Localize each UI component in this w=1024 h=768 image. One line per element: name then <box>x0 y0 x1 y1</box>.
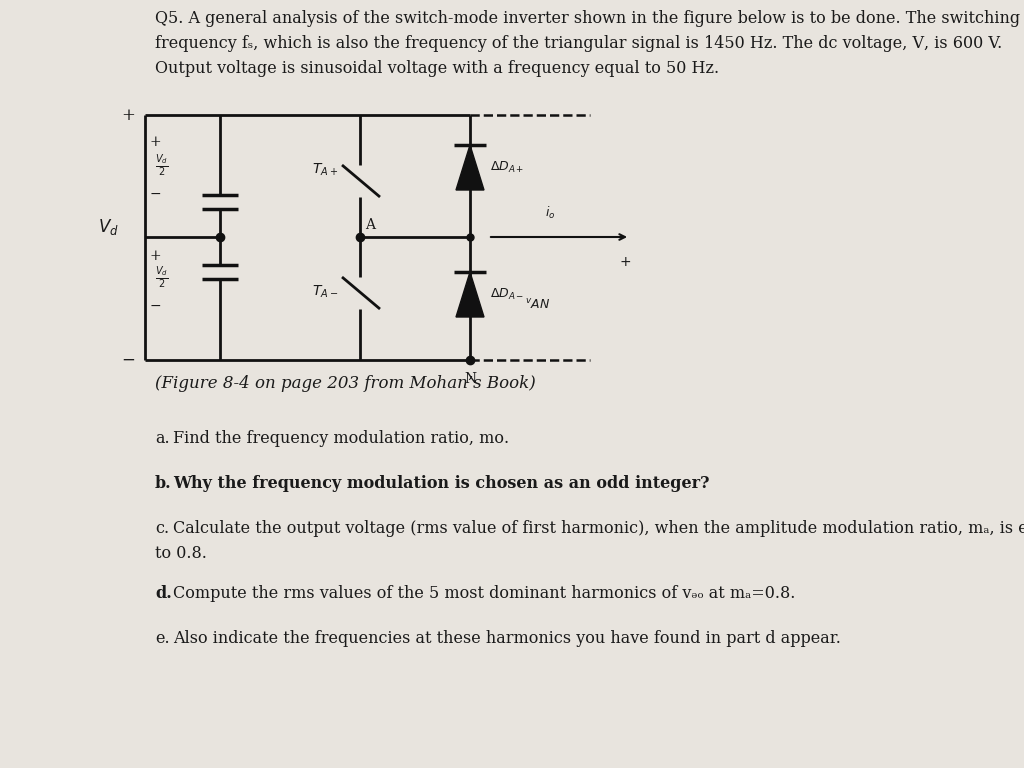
Polygon shape <box>456 272 484 317</box>
Text: Find the frequency modulation ratio, mᴏ.: Find the frequency modulation ratio, mᴏ. <box>173 430 509 447</box>
Text: Compute the rms values of the 5 most dominant harmonics of vₔₒ at mₐ=0.8.: Compute the rms values of the 5 most dom… <box>173 585 796 602</box>
Text: $T_{A+}$: $T_{A+}$ <box>312 162 338 178</box>
Text: c.: c. <box>155 520 169 537</box>
Text: N: N <box>464 372 476 386</box>
Text: $^vAN$: $^vAN$ <box>525 297 550 312</box>
Text: to 0.8.: to 0.8. <box>155 545 207 562</box>
Text: A: A <box>365 218 375 232</box>
Text: Q5. A general analysis of the switch-mode inverter shown in the figure below is : Q5. A general analysis of the switch-mod… <box>155 10 1020 27</box>
Text: Calculate the output voltage (rms value of first harmonic), when the amplitude m: Calculate the output voltage (rms value … <box>173 520 1024 537</box>
Text: $\frac{V_d}{2}$: $\frac{V_d}{2}$ <box>156 265 169 291</box>
Text: $\frac{V_d}{2}$: $\frac{V_d}{2}$ <box>156 153 169 179</box>
Text: b.: b. <box>155 475 172 492</box>
Text: Output voltage is sinusoidal voltage with a frequency equal to 50 Hz.: Output voltage is sinusoidal voltage wit… <box>155 60 719 77</box>
Polygon shape <box>456 145 484 190</box>
Text: +: + <box>620 255 631 269</box>
Text: $\Delta D_{A-}$: $\Delta D_{A-}$ <box>490 287 524 302</box>
Text: +: + <box>150 135 161 149</box>
Text: $\Delta D_{A+}$: $\Delta D_{A+}$ <box>490 160 524 175</box>
Text: $T_{A-}$: $T_{A-}$ <box>312 284 338 300</box>
Text: Also indicate the frequencies at these harmonics you have found in part d appear: Also indicate the frequencies at these h… <box>173 630 841 647</box>
Text: Why the frequency modulation is chosen as an odd integer?: Why the frequency modulation is chosen a… <box>173 475 710 492</box>
Text: frequency fₛ, which is also the frequency of the triangular signal is 1450 Hz. T: frequency fₛ, which is also the frequenc… <box>155 35 1002 52</box>
Text: d.: d. <box>155 585 172 602</box>
Text: −: − <box>150 187 161 201</box>
Text: e.: e. <box>155 630 170 647</box>
Text: +: + <box>150 249 161 263</box>
Text: $i_o$: $i_o$ <box>545 205 555 221</box>
Text: a.: a. <box>155 430 170 447</box>
Text: $V_d$: $V_d$ <box>97 217 119 237</box>
Text: (Figure 8-4 on page 203 from Mohan’s Book): (Figure 8-4 on page 203 from Mohan’s Boo… <box>155 375 536 392</box>
Text: +: + <box>121 107 135 124</box>
Text: −: − <box>121 352 135 369</box>
Text: −: − <box>150 299 161 313</box>
